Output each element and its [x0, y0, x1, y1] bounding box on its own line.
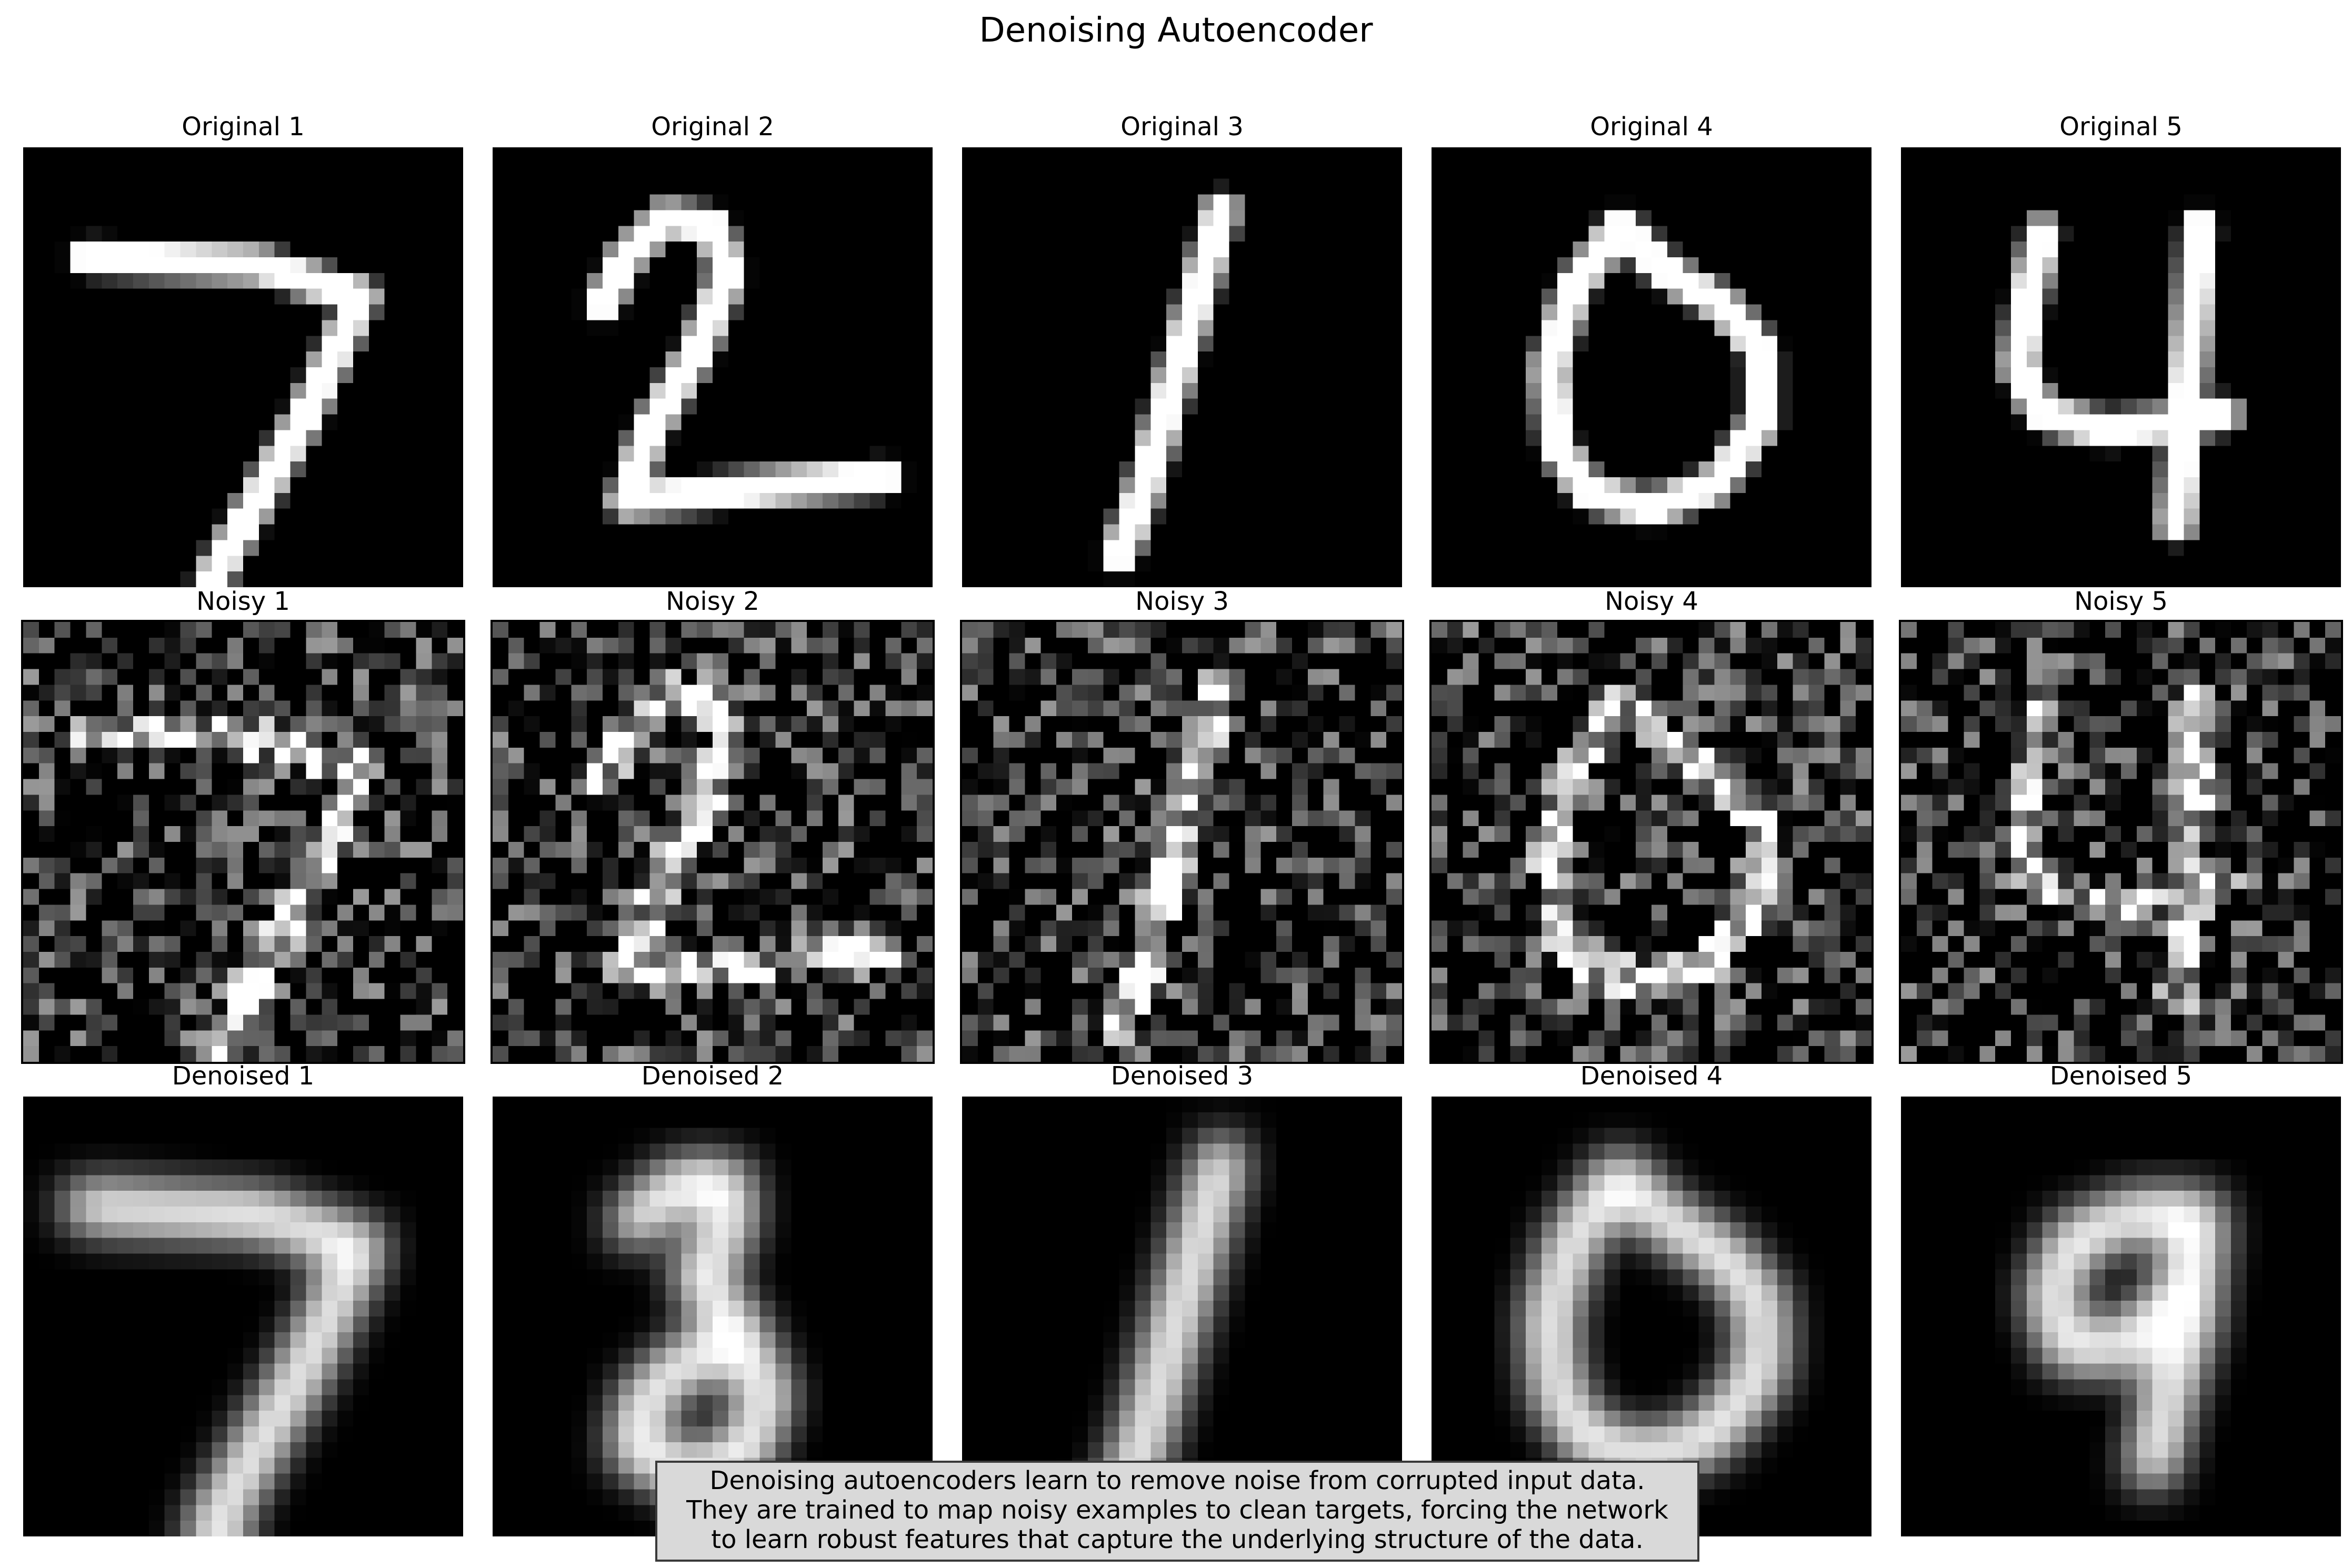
pixel-canvas	[493, 147, 933, 587]
pixel-canvas	[23, 622, 463, 1062]
panel-title: Original 5	[2059, 112, 2183, 142]
denoised-image	[493, 1097, 933, 1536]
denoised-image	[23, 1097, 463, 1536]
panel-title: Denoised 5	[2049, 1061, 2193, 1091]
panel-title: Denoised 2	[641, 1061, 784, 1091]
panel-title: Noisy 1	[196, 587, 290, 616]
noisy-image	[23, 622, 463, 1062]
panel-title: Denoised 4	[1580, 1061, 1723, 1091]
pixel-canvas	[23, 147, 463, 587]
original-image	[1901, 147, 2341, 587]
caption-line: to learn robust features that capture th…	[711, 1525, 1644, 1554]
original-image	[1432, 147, 1871, 587]
panel-title: Original 4	[1590, 112, 1713, 142]
pixel-canvas	[23, 1097, 463, 1536]
original-image	[962, 147, 1402, 587]
pixel-canvas	[1901, 622, 2341, 1062]
noisy-image	[1901, 622, 2341, 1062]
noisy-image	[962, 622, 1402, 1062]
panel-title: Noisy 4	[1605, 587, 1698, 616]
panel-title: Denoised 1	[172, 1061, 315, 1091]
noisy-image	[493, 622, 933, 1062]
pixel-canvas	[1432, 622, 1871, 1062]
original-image	[493, 147, 933, 587]
original-image	[23, 147, 463, 587]
figure-title: Denoising Autoencoder	[979, 11, 1373, 50]
pixel-canvas	[1901, 147, 2341, 587]
panel-title: Original 2	[651, 112, 774, 142]
panel-title: Noisy 5	[2074, 587, 2168, 616]
panel-title: Original 3	[1120, 112, 1244, 142]
panel-title: Noisy 2	[666, 587, 759, 616]
pixel-canvas	[962, 622, 1402, 1062]
pixel-canvas	[962, 147, 1402, 587]
denoised-image	[1901, 1097, 2341, 1536]
caption-line: Denoising autoencoders learn to remove n…	[709, 1466, 1645, 1495]
pixel-canvas	[493, 622, 933, 1062]
panel-title: Noisy 3	[1135, 587, 1229, 616]
caption-line: They are trained to map noisy examples t…	[686, 1495, 1668, 1525]
noisy-image	[1432, 622, 1871, 1062]
panel-title: Denoised 3	[1110, 1061, 1254, 1091]
caption-box: Denoising autoencoders learn to remove n…	[655, 1461, 1699, 1562]
pixel-canvas	[1901, 1097, 2341, 1536]
pixel-canvas	[1432, 147, 1871, 587]
panel-title: Original 1	[182, 112, 305, 142]
